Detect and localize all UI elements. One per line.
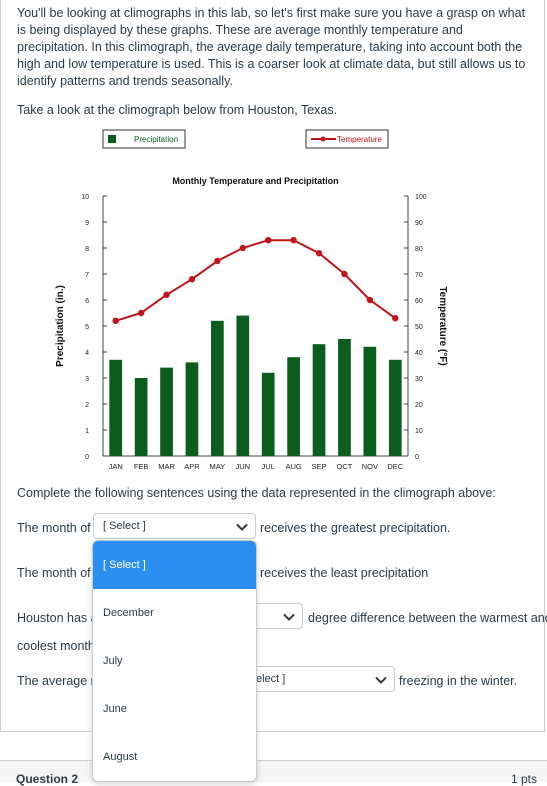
- left-tick-label: 5: [85, 324, 89, 331]
- temp-point-aug: [290, 237, 297, 244]
- question-2-points: 1 pts: [510, 772, 537, 786]
- x-tick-label: OCT: [337, 462, 353, 471]
- left-tick-label: 6: [85, 298, 89, 305]
- sentence-4-end: freezing in the winter.: [399, 674, 518, 688]
- temp-point-nov: [366, 296, 374, 304]
- x-tick-label: SEP: [312, 462, 327, 471]
- sentence-3-end: degree difference between the warmest an…: [308, 611, 547, 625]
- left-tick-label: 2: [85, 402, 89, 409]
- x-tick-label: MAY: [210, 462, 226, 471]
- sentence-2-start: The month of: [17, 566, 91, 580]
- temp-point-oct: [341, 270, 348, 278]
- question-2-header: Question 2 1 pts: [0, 760, 547, 786]
- x-tick-label: JUN: [235, 462, 250, 471]
- sentence-3-start: Houston has a: [17, 611, 98, 625]
- precip-bar-mar: [160, 367, 173, 456]
- menu-option-december[interactable]: December: [103, 607, 154, 619]
- precip-bar-nov: [363, 346, 377, 456]
- x-tick-label: APR: [184, 462, 200, 471]
- left-tick-label: 8: [85, 246, 89, 253]
- menu-option-june[interactable]: June: [103, 703, 127, 715]
- right-tick-label: 10: [415, 428, 423, 435]
- question-card: You'll be looking at climographs in this…: [0, 0, 547, 732]
- right-tick-label: 0: [415, 454, 419, 461]
- right-tick-label: 70: [415, 272, 423, 279]
- legend-box-temperature: [305, 129, 389, 149]
- left-tick-label: 0: [85, 454, 89, 461]
- precip-bar-jun: [236, 315, 250, 456]
- x-tick-label: DEC: [387, 462, 403, 471]
- x-tick-label: AUG: [285, 462, 301, 471]
- dropdown-menu: [ Select ] December July June August: [92, 540, 257, 782]
- left-tick-label: 1: [85, 428, 89, 435]
- temp-point-apr: [188, 276, 196, 283]
- left-tick-label: 3: [85, 376, 89, 383]
- sentence-4-start: The average m: [17, 674, 102, 688]
- temp-point-mar: [163, 291, 170, 298]
- legend-marker-temperature: [320, 136, 326, 142]
- precip-bar-jan: [109, 359, 123, 456]
- sentence-3-continued: coolest month: [17, 639, 95, 653]
- climograph-chart: Precipitation Temperature Monthly Temperat…: [55, 129, 448, 471]
- temp-point-may: [214, 257, 221, 265]
- greatest-precip-select[interactable]: [ Select ]: [93, 513, 256, 539]
- precip-bar-apr: [185, 362, 199, 456]
- question-2-title: Question 2: [16, 772, 79, 786]
- temp-point-jul: [265, 237, 272, 244]
- right-tick-label: 50: [415, 324, 423, 331]
- legend-swatch-precipitation: [108, 135, 116, 143]
- precip-bar-oct: [338, 339, 351, 456]
- temperature-line: [115, 239, 396, 322]
- right-tick-label: 40: [415, 350, 423, 357]
- right-tick-label: 100: [415, 194, 427, 201]
- legend-box-precipitation: [102, 129, 186, 149]
- right-tick-label: 90: [415, 220, 423, 227]
- precip-bar-aug: [287, 357, 300, 456]
- x-tick-label: FEB: [134, 462, 149, 471]
- chevron-down-icon: [236, 523, 248, 531]
- sentence-1-start: The month of: [17, 521, 91, 535]
- y-axis-label: Precipitation (in.): [55, 285, 66, 367]
- temp-point-feb: [137, 309, 145, 317]
- left-tick-label: 9: [85, 220, 89, 227]
- temp-point-jun: [239, 244, 246, 252]
- temp-difference-select[interactable]: [251, 603, 303, 629]
- right-tick-label: 20: [415, 402, 423, 409]
- winter-freezing-select[interactable]: elect ]: [251, 666, 395, 692]
- instructions-text: Complete the following sentences using t…: [17, 486, 496, 500]
- sentence-1-end: receives the greatest precipitation.: [260, 521, 451, 535]
- right-tick-label: 30: [415, 376, 423, 383]
- y-axis-label-right: Temperature (°F): [437, 286, 448, 365]
- sentence-2-end: receives the least precipitation: [260, 566, 429, 580]
- chevron-down-icon: [283, 613, 295, 621]
- precip-bar-dec: [388, 359, 402, 456]
- chevron-down-icon: [375, 676, 387, 684]
- menu-option-select[interactable]: [ Select ]: [93, 541, 256, 589]
- take-look-text: Take a look at the climograph below from…: [17, 103, 338, 117]
- x-tick-label: NOV: [362, 462, 378, 471]
- left-tick-label: 4: [85, 350, 89, 357]
- temp-point-jan: [112, 317, 119, 324]
- precip-bar-may: [211, 320, 224, 456]
- left-tick-label: 7: [85, 272, 89, 279]
- intro-text: You'll be looking at climographs in this…: [17, 6, 526, 88]
- precip-bar-jul: [261, 372, 275, 456]
- greatest-precip-select-value: [ Select ]: [103, 520, 146, 532]
- left-tick-label: 10: [81, 194, 89, 201]
- menu-option-july[interactable]: July: [103, 655, 123, 667]
- legend-label-precipitation: Precipitation: [134, 135, 178, 144]
- legend-label-temperature: Temperature: [337, 135, 382, 144]
- x-tick-label: MAR: [158, 462, 175, 471]
- x-tick-label: JAN: [109, 462, 123, 471]
- x-tick-label: JUL: [262, 462, 275, 471]
- precip-bar-sep: [312, 344, 326, 456]
- temp-point-sep: [315, 250, 323, 257]
- right-tick-label: 80: [415, 246, 423, 253]
- right-tick-label: 60: [415, 298, 423, 305]
- chart-title: Monthly Temperature and Precipitation: [172, 176, 338, 186]
- winter-freezing-select-value: elect ]: [256, 673, 286, 685]
- precip-bar-feb: [134, 378, 148, 456]
- temp-point-dec: [392, 315, 399, 322]
- menu-option-august[interactable]: August: [103, 751, 138, 763]
